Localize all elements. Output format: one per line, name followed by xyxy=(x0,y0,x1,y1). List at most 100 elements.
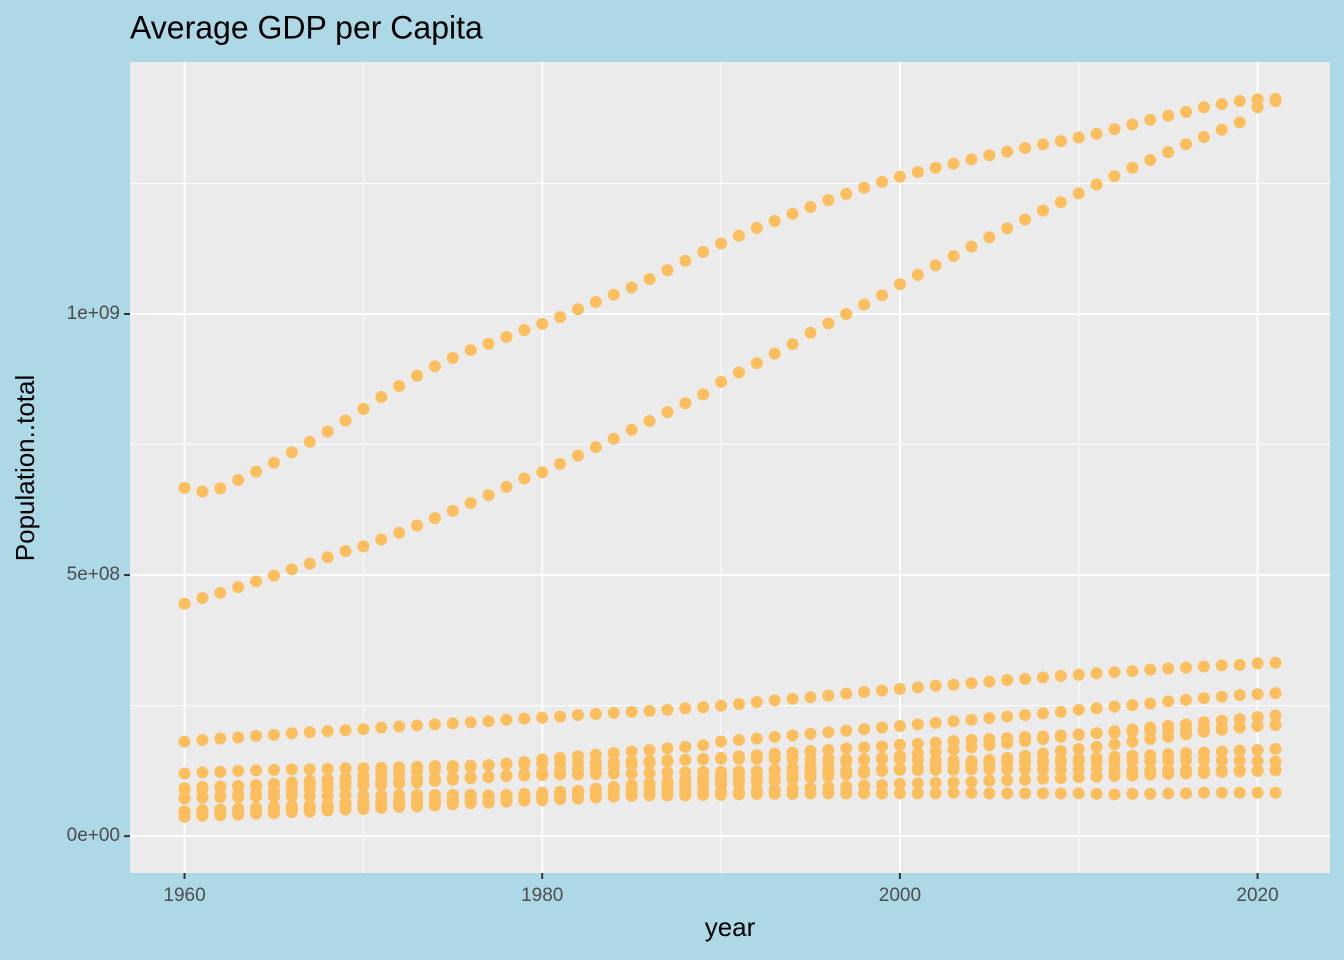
point xyxy=(822,194,835,207)
point xyxy=(554,710,567,723)
point xyxy=(267,807,280,820)
point xyxy=(267,728,280,741)
point xyxy=(911,165,924,178)
point xyxy=(715,735,728,748)
point xyxy=(1126,118,1139,131)
point xyxy=(1269,763,1282,776)
point xyxy=(661,754,674,767)
point xyxy=(536,757,549,770)
point xyxy=(804,752,817,765)
point xyxy=(1215,123,1228,136)
x-tick-label: 2020 xyxy=(1236,885,1278,906)
point xyxy=(1197,766,1210,779)
point xyxy=(893,787,906,800)
point xyxy=(428,799,441,812)
point xyxy=(196,809,209,822)
point xyxy=(840,724,853,737)
point xyxy=(1180,138,1193,151)
point xyxy=(446,351,459,364)
point xyxy=(607,767,620,780)
point xyxy=(1269,656,1282,669)
point xyxy=(1054,135,1067,148)
point xyxy=(786,338,799,351)
point xyxy=(285,789,298,802)
point xyxy=(1180,767,1193,780)
point xyxy=(1090,667,1103,680)
point xyxy=(1144,749,1157,762)
point xyxy=(536,317,549,330)
point xyxy=(196,592,209,605)
point xyxy=(1001,756,1014,769)
point xyxy=(840,687,853,700)
point xyxy=(750,695,763,708)
point xyxy=(232,581,245,594)
point xyxy=(732,765,745,778)
point xyxy=(858,753,871,766)
point xyxy=(768,215,781,228)
point xyxy=(196,781,209,794)
point xyxy=(1144,663,1157,676)
point xyxy=(321,804,334,817)
point xyxy=(446,771,459,784)
point xyxy=(446,788,459,801)
point xyxy=(1269,687,1282,700)
point xyxy=(965,786,978,799)
point xyxy=(393,720,406,733)
point xyxy=(571,303,584,316)
point xyxy=(1001,774,1014,787)
point xyxy=(554,768,567,781)
point xyxy=(285,446,298,459)
point xyxy=(285,763,298,776)
point xyxy=(464,797,477,810)
point xyxy=(1090,702,1103,715)
point xyxy=(1144,697,1157,710)
point xyxy=(893,753,906,766)
point xyxy=(947,760,960,773)
point xyxy=(1054,763,1067,776)
point xyxy=(1108,170,1121,183)
point xyxy=(768,730,781,743)
point xyxy=(482,715,495,728)
point xyxy=(643,273,656,286)
point xyxy=(1144,153,1157,166)
point xyxy=(697,388,710,401)
point xyxy=(876,778,889,791)
point xyxy=(1108,726,1121,739)
point xyxy=(1019,755,1032,768)
point xyxy=(250,729,263,742)
point xyxy=(1126,725,1139,738)
point xyxy=(911,762,924,775)
point xyxy=(858,686,871,699)
point xyxy=(1072,787,1085,800)
point xyxy=(876,764,889,777)
point xyxy=(876,740,889,753)
point xyxy=(1233,116,1246,129)
point xyxy=(428,718,441,731)
point xyxy=(983,675,996,688)
point xyxy=(267,778,280,791)
point xyxy=(1126,769,1139,782)
point xyxy=(357,403,370,416)
point xyxy=(482,796,495,809)
point xyxy=(822,781,835,794)
point xyxy=(321,425,334,438)
point xyxy=(697,245,710,258)
point xyxy=(858,779,871,792)
point xyxy=(929,161,942,174)
point xyxy=(715,774,728,787)
point xyxy=(196,734,209,747)
point xyxy=(625,745,638,758)
point xyxy=(1269,94,1282,107)
point xyxy=(393,800,406,813)
point xyxy=(178,481,191,494)
point xyxy=(1269,718,1282,731)
point xyxy=(464,344,477,357)
point xyxy=(1144,733,1157,746)
point xyxy=(1126,735,1139,748)
point xyxy=(679,777,692,790)
point xyxy=(1001,145,1014,158)
point xyxy=(1180,787,1193,800)
point xyxy=(643,415,656,428)
point xyxy=(1054,669,1067,682)
